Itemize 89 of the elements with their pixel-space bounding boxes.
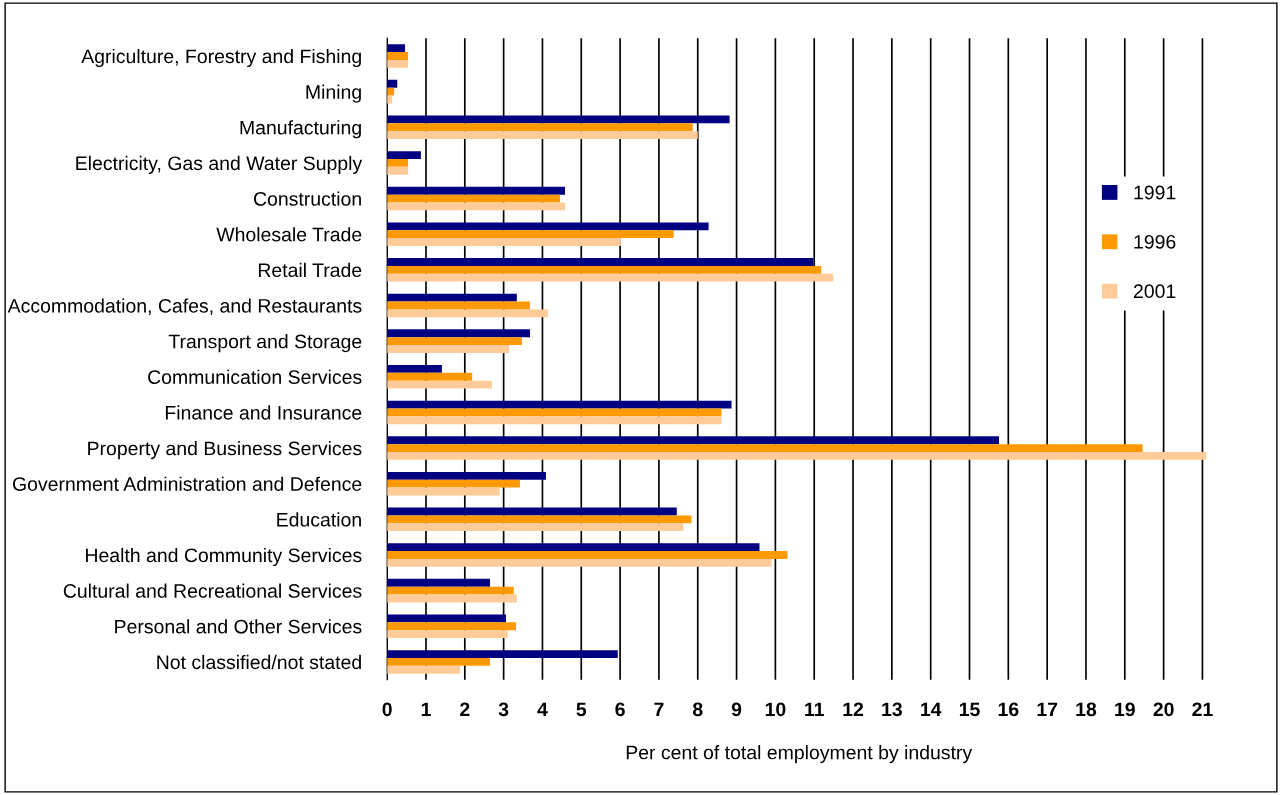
y-tick-label: Education — [277, 512, 361, 527]
bar — [387, 551, 788, 559]
bar — [387, 451, 1207, 460]
x-tick-label: 1 — [421, 702, 431, 717]
y-tick-label: Property and Business Services — [88, 441, 362, 460]
bar — [387, 222, 709, 231]
legend-label: 2001 — [1133, 284, 1176, 299]
y-tick-label: Construction — [254, 191, 361, 206]
y-tick-label: Mining — [306, 84, 361, 103]
bar — [387, 265, 822, 274]
bar — [387, 44, 406, 53]
x-tick-label: 12 — [843, 702, 864, 717]
y-tick-label: Communication Services — [148, 369, 362, 384]
y-tick-label: Manufacturing — [240, 120, 361, 139]
x-tick-label: 17 — [1037, 702, 1058, 717]
bar — [387, 523, 684, 532]
bar — [387, 365, 442, 373]
bar — [387, 614, 506, 623]
x-tick-label: 13 — [882, 702, 902, 717]
bar — [387, 123, 693, 132]
y-tick-label: Retail Trade — [258, 262, 362, 278]
bar — [387, 657, 491, 666]
x-tick-label: 0 — [382, 702, 392, 717]
bar — [387, 131, 698, 140]
bar — [387, 258, 814, 266]
x-tick-label: 18 — [1076, 702, 1097, 717]
x-tick-label: 3 — [498, 702, 509, 717]
bar — [387, 479, 520, 488]
bar — [387, 309, 548, 318]
legend-label: 1996 — [1134, 234, 1176, 249]
x-tick-label: 16 — [998, 702, 1019, 717]
bar — [387, 471, 546, 480]
bar — [387, 372, 473, 381]
bar — [387, 79, 398, 88]
y-tick-label: Accommodation, Cafes, and Restaurants — [7, 298, 362, 316]
x-tick-label: 21 — [1192, 702, 1213, 717]
bar — [387, 578, 491, 587]
bar — [387, 515, 692, 524]
y-tick-label: Transport and Storage — [168, 334, 362, 353]
bar — [387, 293, 517, 302]
y-tick-label: Cultural and Recreational Services — [63, 583, 362, 598]
x-tick-label: 2 — [460, 702, 470, 717]
bar — [387, 158, 409, 167]
x-tick-label: 7 — [654, 702, 664, 717]
bar — [387, 186, 565, 195]
x-tick-label: 11 — [805, 702, 824, 717]
x-tick-label: 10 — [765, 702, 786, 717]
y-tick-label: Wholesale Trade — [216, 227, 362, 242]
x-tick-label: 20 — [1153, 702, 1174, 717]
bar — [387, 408, 722, 417]
bar — [387, 238, 621, 246]
x-tick-label: 19 — [1115, 702, 1135, 717]
x-tick-label: 4 — [537, 702, 548, 717]
bar — [387, 166, 409, 175]
bar — [387, 329, 531, 338]
bar — [387, 436, 1000, 445]
y-tick-label: Agriculture, Forestry and Fishing — [81, 48, 361, 68]
bar — [387, 650, 618, 658]
bar — [387, 345, 510, 353]
y-tick-label: Government Administration and Defence — [12, 476, 362, 491]
bar — [387, 52, 409, 60]
bar — [387, 416, 722, 425]
bar — [387, 558, 772, 567]
x-tick-label: 9 — [731, 702, 742, 717]
x-tick-label: 6 — [615, 702, 625, 717]
y-tick-label: Personal and Other Services — [115, 619, 362, 634]
y-tick-label: Not classified/not stated — [157, 654, 361, 670]
bar — [387, 630, 508, 639]
bar — [387, 337, 522, 346]
x-axis-title: Per cent of total employment by industry — [626, 745, 973, 764]
x-tick-label: 5 — [576, 702, 587, 717]
bar — [387, 273, 834, 282]
y-tick-label: Finance and Insurance — [165, 405, 362, 420]
legend-label: 1991 — [1134, 185, 1176, 200]
bar — [387, 59, 409, 68]
bar — [387, 543, 760, 552]
x-tick-label: 8 — [692, 702, 703, 717]
bar — [387, 586, 514, 595]
x-tick-label: 14 — [921, 702, 942, 717]
x-tick-label: 15 — [959, 702, 980, 717]
bar — [387, 665, 461, 674]
bar — [387, 444, 1143, 452]
bar — [387, 380, 492, 389]
y-tick-label: Electricity, Gas and Water Supply — [76, 155, 363, 174]
bar — [387, 230, 674, 239]
y-tick-label: Health and Community Services — [86, 547, 362, 567]
bar — [387, 151, 421, 159]
bar — [387, 622, 517, 631]
bar — [387, 202, 565, 211]
